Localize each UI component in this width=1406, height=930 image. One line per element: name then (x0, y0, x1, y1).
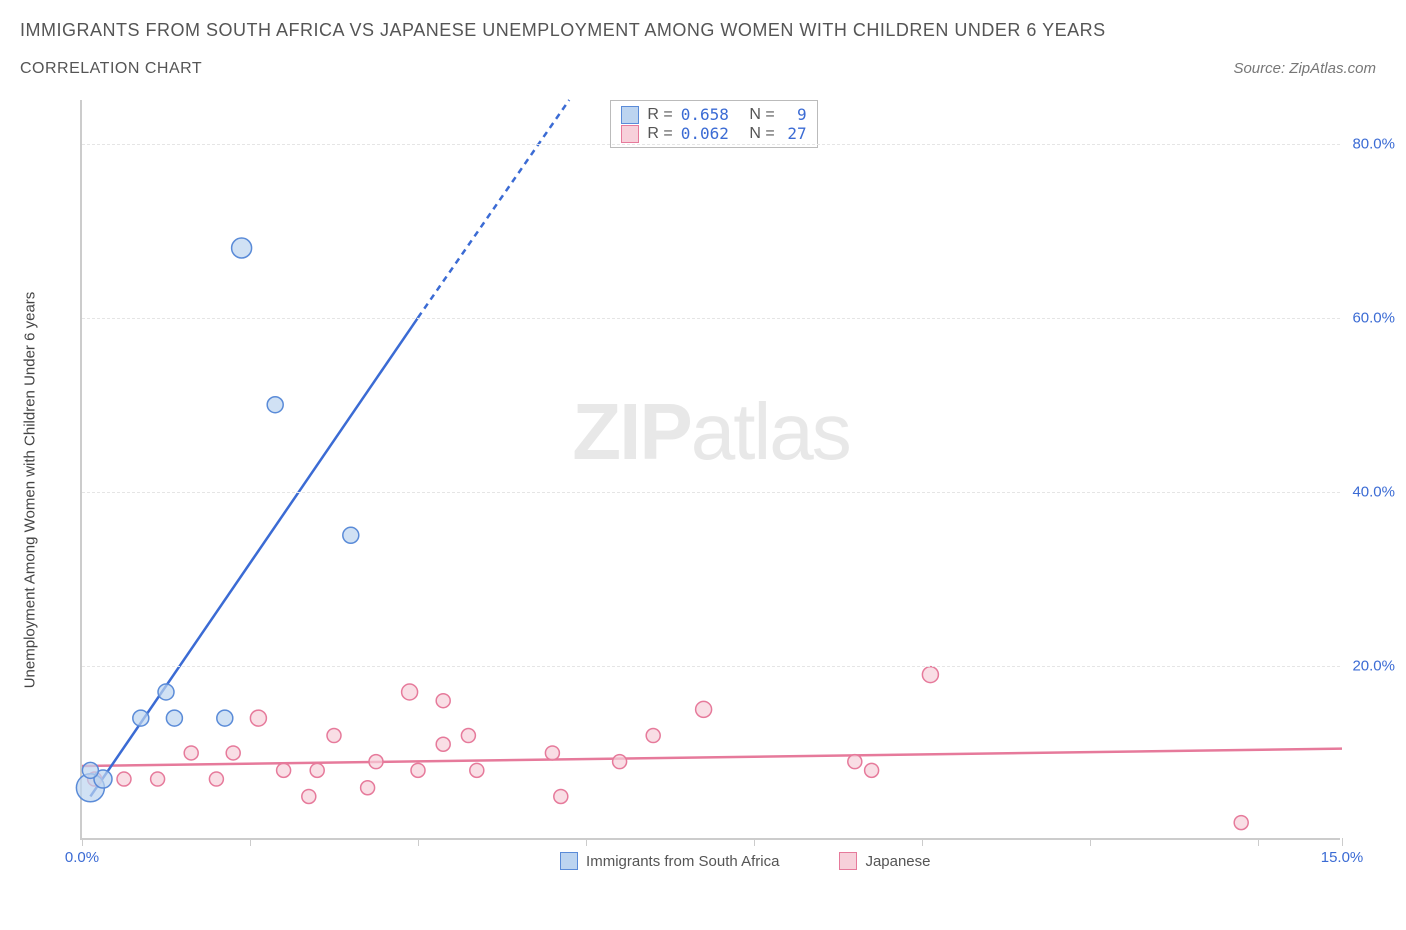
plot-area: ZIPatlas R = 0.658 N = 9 R = 0.062 N = 2… (80, 100, 1340, 840)
n-value-2: 27 (783, 124, 807, 143)
r-label-2: R = (647, 125, 672, 143)
x-tick (754, 838, 755, 846)
data-point (436, 694, 450, 708)
data-point (545, 746, 559, 760)
data-point (158, 684, 174, 700)
data-point (267, 397, 283, 413)
data-point (166, 710, 182, 726)
data-point (696, 701, 712, 717)
bottom-legend: Immigrants from South Africa Japanese (560, 852, 930, 870)
data-point (848, 755, 862, 769)
r-value-1: 0.658 (681, 105, 729, 124)
data-point (1234, 816, 1248, 830)
legend-swatch-series1 (560, 852, 578, 870)
chart-container: Unemployment Among Women with Children U… (50, 100, 1370, 880)
plot-svg (82, 100, 1340, 838)
data-point (327, 729, 341, 743)
data-point (226, 746, 240, 760)
y-axis-label: Unemployment Among Women with Children U… (22, 292, 39, 689)
x-tick (1342, 838, 1343, 846)
data-point (209, 772, 223, 786)
data-point (343, 527, 359, 543)
data-point (82, 762, 98, 778)
grid-line (82, 318, 1340, 319)
n-label-1: N = (749, 106, 774, 124)
r-value-2: 0.062 (681, 124, 729, 143)
n-value-1: 9 (783, 105, 807, 124)
data-point (184, 746, 198, 760)
source-attribution: Source: ZipAtlas.com (1233, 60, 1376, 77)
data-point (402, 684, 418, 700)
data-point (922, 667, 938, 683)
x-tick-label: 15.0% (1321, 849, 1364, 866)
data-point (133, 710, 149, 726)
data-point (151, 772, 165, 786)
y-tick-label: 80.0% (1352, 135, 1395, 152)
data-point (436, 737, 450, 751)
grid-line (82, 492, 1340, 493)
data-point (865, 763, 879, 777)
data-point (554, 789, 568, 803)
stats-row-series2: R = 0.062 N = 27 (621, 124, 806, 143)
x-tick (1258, 838, 1259, 846)
data-point (470, 763, 484, 777)
data-point (461, 729, 475, 743)
x-tick (250, 838, 251, 846)
legend-label-series2: Japanese (865, 853, 930, 870)
legend-swatch-series2 (839, 852, 857, 870)
x-tick (418, 838, 419, 846)
x-tick (1090, 838, 1091, 846)
r-label-1: R = (647, 106, 672, 124)
x-tick (586, 838, 587, 846)
grid-line (82, 144, 1340, 145)
data-point (646, 729, 660, 743)
y-tick-label: 20.0% (1352, 657, 1395, 674)
data-point (369, 755, 383, 769)
y-tick-label: 60.0% (1352, 309, 1395, 326)
data-point (613, 755, 627, 769)
n-label-2: N = (749, 125, 774, 143)
stats-box: R = 0.658 N = 9 R = 0.062 N = 27 (610, 100, 817, 148)
chart-subtitle: CORRELATION CHART (20, 60, 202, 78)
data-point (302, 789, 316, 803)
data-point (277, 763, 291, 777)
grid-line (82, 666, 1340, 667)
y-tick-label: 40.0% (1352, 483, 1395, 500)
legend-item-series2: Japanese (839, 852, 930, 870)
swatch-series2 (621, 125, 639, 143)
data-point (361, 781, 375, 795)
data-point (117, 772, 131, 786)
data-point (250, 710, 266, 726)
x-tick-label: 0.0% (65, 849, 99, 866)
x-tick (82, 838, 83, 846)
data-point (217, 710, 233, 726)
legend-item-series1: Immigrants from South Africa (560, 852, 779, 870)
data-point (310, 763, 324, 777)
data-point (411, 763, 425, 777)
swatch-series1 (621, 106, 639, 124)
chart-title: IMMIGRANTS FROM SOUTH AFRICA VS JAPANESE… (20, 20, 1106, 41)
x-tick (922, 838, 923, 846)
legend-label-series1: Immigrants from South Africa (586, 853, 779, 870)
data-point (232, 238, 252, 258)
stats-row-series1: R = 0.658 N = 9 (621, 105, 806, 124)
